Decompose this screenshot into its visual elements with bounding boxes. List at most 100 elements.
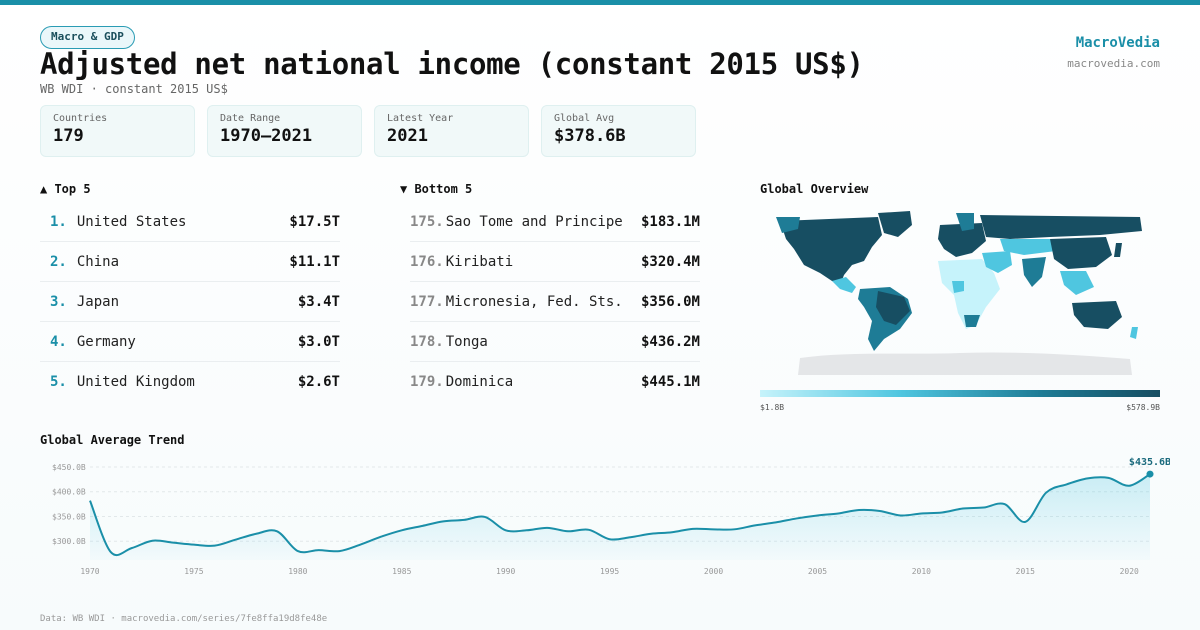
map-region-central-asia (1000, 239, 1056, 255)
x-tick-label: 2010 (912, 567, 931, 576)
country-value: $2.6T (297, 374, 340, 390)
country-value: $3.0T (297, 333, 340, 350)
map-region-antarctica (798, 352, 1132, 375)
global-average-trend-chart[interactable]: $300.0B $350.0B $400.0B $450.0B 1970 1975 1980… (40, 450, 1170, 580)
brand-name[interactable]: MacroVedia (1075, 35, 1160, 51)
list-item[interactable]: 5. United Kingdom $2.6T (40, 362, 340, 402)
x-tick-label: 1970 (80, 567, 99, 576)
bottom5-title: ▼ Bottom 5 (400, 182, 473, 196)
stat-value: $378.6B (554, 126, 626, 146)
list-item[interactable]: 4. Germany $3.0T (40, 322, 340, 362)
stat-card-countries: Countries 179 (40, 105, 195, 157)
map-region-japan (1114, 243, 1122, 257)
map-legend-bar (760, 390, 1160, 397)
country-value: $445.1M (640, 374, 700, 390)
map-region-southeast-asia (1060, 271, 1094, 295)
x-tick-label: 2005 (808, 567, 827, 576)
x-tick-label: 2015 (1016, 567, 1035, 576)
top5-list: 1. United States $17.5T 2. China $11.1T 3.… (40, 202, 340, 402)
x-tick-label: 1995 (600, 567, 619, 576)
rank-number: 1. (50, 213, 67, 230)
country-name: Sao Tome and Principe (445, 213, 623, 230)
map-region-new-zealand (1130, 327, 1138, 339)
list-item[interactable]: 178. Tonga $436.2M (410, 322, 700, 362)
stat-card-latest-year: Latest Year 2021 (374, 105, 529, 157)
stat-value: 1970–2021 (220, 126, 313, 146)
map-region-brazil (876, 291, 910, 325)
top5-title: ▲ Top 5 (40, 182, 91, 196)
page-subtitle: WB WDI · constant 2015 US$ (40, 82, 228, 96)
country-value: $436.2M (640, 333, 700, 350)
trend-title: Global Average Trend (40, 433, 185, 447)
rank-number: 5. (50, 374, 67, 390)
y-tick-label: $350.0B (52, 512, 86, 521)
trend-end-point[interactable] (1146, 470, 1154, 478)
y-tick-label: $400.0B (52, 488, 86, 497)
list-item[interactable]: 3. Japan $3.4T (40, 282, 340, 322)
stat-card-date-range: Date Range 1970–2021 (207, 105, 362, 157)
country-name: United States (76, 213, 187, 230)
map-region-china (1050, 237, 1112, 269)
country-name: China (76, 253, 120, 270)
list-item[interactable]: 175. Sao Tome and Principe $183.1M (410, 202, 700, 242)
map-legend-min: $1.8B (760, 403, 785, 412)
rank-number: 176. (410, 253, 444, 270)
rank-number: 175. (410, 213, 444, 230)
map-region-north-america (780, 217, 882, 285)
country-name: Micronesia, Fed. Sts. (445, 293, 623, 310)
country-name: Tonga (445, 333, 488, 350)
x-tick-label: 2000 (704, 567, 723, 576)
list-item[interactable]: 176. Kiribati $320.4M (410, 242, 700, 282)
stat-card-global-avg: Global Avg $378.6B (541, 105, 696, 157)
world-choropleth-map[interactable] (760, 203, 1160, 383)
country-value: $17.5T (289, 213, 340, 230)
map-region-africa (938, 259, 1000, 329)
x-tick-label: 1975 (184, 567, 203, 576)
stat-label: Countries (53, 113, 108, 124)
stat-label: Global Avg (554, 113, 615, 124)
country-value: $320.4M (640, 253, 700, 270)
country-name: United Kingdom (76, 374, 195, 390)
map-legend-max: $578.9B (1126, 403, 1160, 412)
list-item[interactable]: 1. United States $17.5T (40, 202, 340, 242)
rank-number: 4. (50, 333, 67, 350)
map-region-alaska (776, 217, 800, 233)
map-region-south-africa (964, 315, 980, 327)
stat-label: Latest Year (387, 113, 454, 124)
map-region-central-america (832, 277, 856, 293)
rank-number: 179. (410, 374, 444, 390)
country-name: Dominica (445, 374, 514, 390)
stat-label: Date Range (220, 113, 281, 124)
brand: MacroVedia macrovedia.com (1067, 35, 1160, 70)
y-tick-label: $300.0B (52, 537, 86, 546)
rank-number: 3. (50, 293, 67, 310)
list-item[interactable]: 179. Dominica $445.1M (410, 362, 700, 402)
country-value: $356.0M (640, 293, 700, 310)
map-region-india (1022, 257, 1046, 287)
country-name: Japan (76, 293, 120, 310)
country-value: $3.4T (297, 293, 340, 310)
list-item[interactable]: 2. China $11.1T (40, 242, 340, 282)
x-tick-label: 1980 (288, 567, 307, 576)
country-name: Kiribati (445, 253, 514, 270)
map-region-middle-east (982, 251, 1012, 273)
map-region-nigeria (952, 281, 964, 293)
rank-number: 2. (50, 253, 67, 270)
map-region-australia (1072, 301, 1122, 329)
x-tick-label: 1990 (496, 567, 515, 576)
brand-url[interactable]: macrovedia.com (1067, 57, 1160, 70)
rank-number: 178. (410, 333, 444, 350)
country-value: $11.1T (289, 253, 340, 270)
trend-line[interactable] (89, 473, 1151, 557)
category-tag[interactable]: Macro & GDP (40, 26, 135, 49)
country-value: $183.1M (640, 213, 700, 230)
list-item[interactable]: 177. Micronesia, Fed. Sts. $356.0M (410, 282, 700, 322)
country-name: Germany (76, 333, 136, 350)
page-title: Adjusted net national income (constant 2… (40, 47, 864, 81)
trend-end-label: $435.6B (1129, 457, 1170, 468)
y-tick-label: $450.0B (52, 463, 86, 472)
map-region-europe (938, 223, 986, 257)
x-tick-label: 1985 (392, 567, 411, 576)
x-tick-label: 2020 (1120, 567, 1139, 576)
stat-value: 2021 (387, 126, 428, 146)
